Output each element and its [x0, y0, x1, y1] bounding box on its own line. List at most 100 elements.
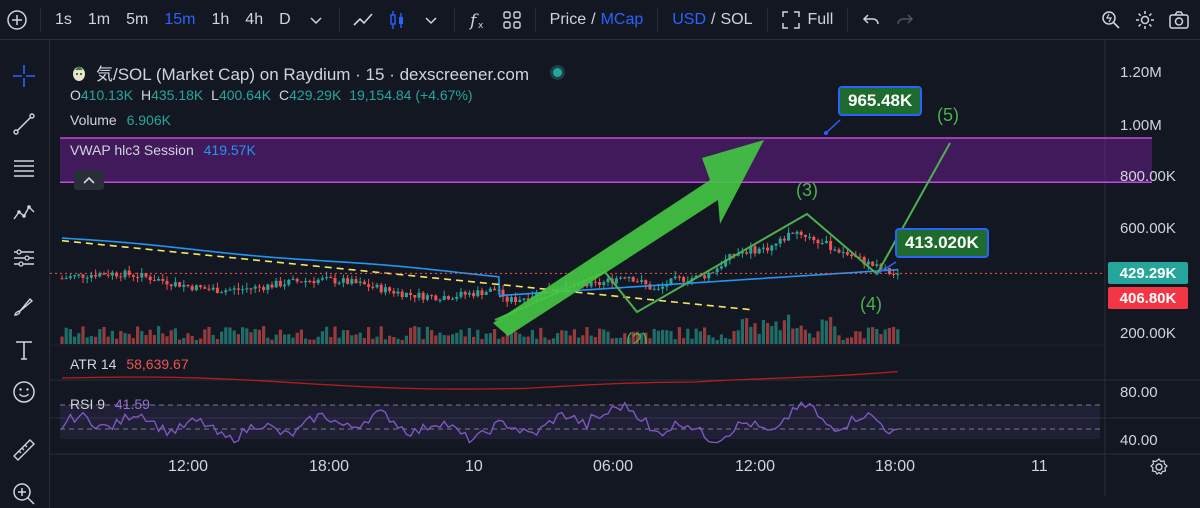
price-option[interactable]: Price — [549, 10, 587, 28]
candle-body — [740, 252, 744, 254]
candle-body — [682, 277, 686, 282]
interval-1d[interactable]: D — [279, 10, 291, 28]
atr-label: ATR 14 — [70, 356, 117, 372]
volume-bar — [400, 339, 404, 344]
interval-15m[interactable]: 15m — [164, 10, 196, 28]
brush-icon[interactable] — [6, 288, 42, 324]
candle-body — [602, 282, 606, 285]
redo-icon[interactable] — [888, 0, 922, 40]
crosshair-icon[interactable] — [6, 58, 42, 94]
candle-body — [837, 249, 841, 253]
toolbar-divider — [766, 7, 768, 32]
zoom-in-icon[interactable] — [6, 476, 42, 508]
candle-body — [442, 296, 446, 300]
candle-body — [484, 291, 488, 295]
symbol-title: 気/SOL (Market Cap) on Raydium · 15 · dex… — [96, 65, 530, 84]
volume-bar — [371, 338, 375, 344]
undo-icon[interactable] — [854, 0, 888, 40]
volume-value: 6.906K — [126, 112, 171, 128]
candle-body — [829, 240, 833, 251]
candle-body — [312, 281, 316, 284]
candle-body — [488, 288, 492, 292]
candles-icon[interactable] — [380, 0, 414, 40]
candle-body — [413, 295, 417, 298]
add-symbol-icon[interactable] — [0, 0, 34, 40]
trend-line-icon[interactable] — [6, 106, 42, 142]
chevron-down-icon[interactable] — [299, 0, 333, 40]
collapse-legend-button[interactable] — [74, 170, 104, 190]
volume-bar — [299, 329, 303, 344]
volume-bar — [161, 333, 165, 344]
interval-5m[interactable]: 5m — [126, 10, 149, 28]
volume-bar — [514, 331, 518, 344]
text-tool-icon[interactable] — [6, 332, 42, 368]
chart-legend-title: 気/SOL (Market Cap) on Raydium · 15 · dex… — [70, 60, 563, 85]
candle-body — [719, 266, 723, 269]
mcap-option[interactable]: MCap — [600, 10, 644, 28]
price-mcap-toggle[interactable]: Price / MCap — [542, 0, 652, 40]
sol-option[interactable]: SOL — [720, 10, 753, 28]
candle-body — [64, 278, 68, 280]
price-axis-label: 600.00K — [1120, 220, 1176, 237]
quick-search-icon[interactable] — [1094, 0, 1128, 40]
emoji-icon[interactable] — [6, 374, 42, 410]
target-callout-mid[interactable]: 413.020K — [895, 228, 989, 258]
prediction-tools-icon[interactable] — [6, 240, 42, 276]
volume-bar — [106, 336, 110, 344]
camera-screenshot-icon[interactable] — [1162, 0, 1196, 40]
target-callout-top[interactable]: 965.48K — [838, 86, 923, 116]
candle-body — [627, 277, 631, 279]
volume-bar — [816, 331, 820, 344]
volume-bar — [732, 331, 736, 344]
volume-bar — [673, 339, 677, 344]
candle-body — [371, 286, 375, 288]
atr-line — [61, 370, 898, 390]
wave-label-4: (4) — [860, 294, 882, 314]
volume-bar — [808, 333, 812, 344]
volume-bar — [824, 320, 828, 344]
candle-body — [598, 282, 602, 285]
candle-body — [110, 272, 114, 276]
candle-body — [308, 280, 312, 282]
interval-1h[interactable]: 1h — [211, 10, 230, 28]
volume-bar — [245, 328, 249, 344]
toolbar-divider — [534, 7, 536, 32]
interval-1s[interactable]: 1s — [55, 10, 72, 28]
candle-body — [287, 279, 291, 285]
volume-bar — [157, 326, 161, 344]
candle-body — [648, 284, 652, 290]
interval-1m[interactable]: 1m — [87, 10, 111, 28]
time-axis-settings-icon[interactable] — [1148, 456, 1172, 480]
currency-toggle[interactable]: USD / SOL — [664, 0, 760, 40]
settings-gear-icon[interactable] — [1128, 0, 1162, 40]
candle-body — [656, 288, 660, 290]
candle-body — [60, 278, 64, 280]
line-chart-icon[interactable] — [346, 0, 380, 40]
volume-bar — [598, 328, 602, 344]
volume-bar — [791, 328, 795, 344]
horizontal-lines-icon[interactable] — [6, 150, 42, 186]
layout-grid-icon[interactable] — [495, 0, 529, 40]
volume-bar — [589, 335, 593, 344]
fullscreen-button[interactable]: Full — [807, 10, 834, 28]
volume-bar — [68, 329, 72, 344]
candle-body — [875, 264, 879, 266]
candle-body — [892, 273, 896, 275]
pattern-wave-icon[interactable] — [6, 194, 42, 230]
interval-4h[interactable]: 4h — [245, 10, 264, 28]
candle-body — [119, 276, 123, 278]
candle-body — [215, 287, 219, 293]
volume-bar — [585, 327, 589, 344]
fullscreen-icon[interactable] — [774, 0, 808, 40]
price-axis-label: 800.00K — [1120, 168, 1176, 185]
close-key: C — [279, 87, 290, 103]
volume-bar — [115, 338, 119, 344]
candlestick-chart[interactable] — [50, 40, 1200, 496]
volume-bar — [434, 335, 438, 344]
ruler-measure-icon[interactable] — [6, 432, 42, 468]
volume-bar — [220, 331, 224, 344]
usd-option[interactable]: USD — [672, 10, 707, 28]
volume-bar — [896, 329, 900, 344]
chevron-down-icon[interactable] — [414, 0, 448, 40]
